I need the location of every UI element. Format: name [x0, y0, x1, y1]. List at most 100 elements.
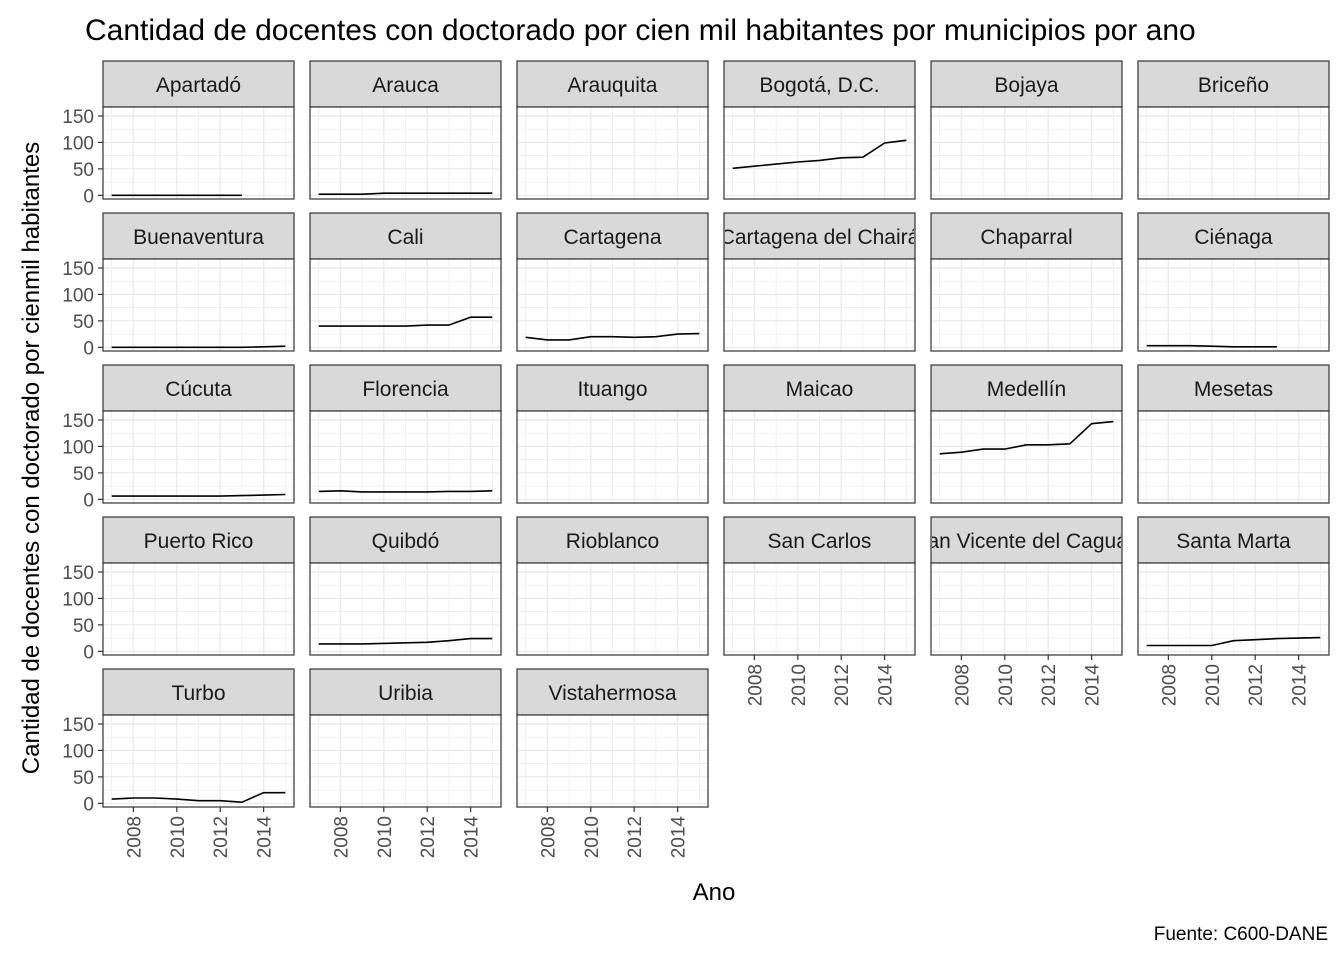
- facet-panel: Chaparral: [930, 212, 1123, 352]
- x-tick-label: 2010: [1203, 664, 1224, 706]
- source-caption: Fuente: C600-DANE: [1154, 924, 1328, 945]
- facet-panel: Cartagena: [516, 212, 709, 352]
- panel-grid: [724, 259, 915, 351]
- x-tick-label: 2012: [418, 816, 439, 858]
- x-tick-label: 2008: [331, 816, 352, 858]
- facet-strip-label: Cúcuta: [165, 378, 232, 401]
- facet-strip: [1137, 364, 1330, 412]
- facet-strip-label: Rioblanco: [566, 530, 659, 553]
- panel-border: [102, 562, 295, 656]
- panel-border: [309, 258, 502, 352]
- facet-panel: San Vicente del Caguán 2008 2010 2012 2014: [913, 516, 1139, 706]
- facet-strip: [309, 668, 502, 716]
- panel-grid: [724, 563, 915, 655]
- panel-border: [1137, 410, 1330, 504]
- y-tick-label: 50: [73, 312, 94, 333]
- panel-border: [930, 562, 1123, 656]
- panel-grid: [310, 107, 501, 199]
- facet-strip-label: Briceño: [1198, 74, 1269, 97]
- facet-strip: [516, 212, 709, 260]
- panel-grid: [724, 107, 915, 199]
- x-tick-label: 2012: [1039, 664, 1060, 706]
- x-tick-label: 2014: [1290, 664, 1311, 707]
- y-tick-label: 100: [62, 741, 94, 762]
- facet-strip-label: Cartagena: [563, 226, 661, 249]
- panel-border: [102, 258, 295, 352]
- panel-grid: [517, 259, 708, 351]
- y-tick-label: 0: [83, 794, 94, 815]
- facet-strip: [309, 212, 502, 260]
- facet-panel: Florencia: [309, 364, 502, 504]
- panel-grid: [517, 411, 708, 503]
- facet-strip-label: San Vicente del Caguán: [913, 530, 1139, 553]
- facet-panel: Puerto Rico 0 50 100 150: [62, 516, 295, 663]
- facet-strip-label: Vistahermosa: [548, 682, 676, 705]
- series-line: [111, 493, 286, 497]
- facet-strip: [1137, 212, 1330, 260]
- x-tick-label: 2008: [538, 816, 559, 858]
- facet-strip: [102, 364, 295, 412]
- panel-grid: [310, 563, 501, 655]
- facet-strip-label: Bojaya: [994, 74, 1059, 97]
- facet-strip: [930, 516, 1123, 564]
- facet-strip-label: Arauca: [372, 74, 439, 97]
- y-axis-label: Cantidad de docentes con doctorado por c…: [18, 142, 45, 774]
- x-tick-label: 2012: [211, 816, 232, 858]
- facet-strip-label: Santa Marta: [1176, 530, 1291, 553]
- y-tick-label: 0: [83, 338, 94, 359]
- y-tick-label: 150: [62, 411, 94, 432]
- panel-border: [1137, 258, 1330, 352]
- panel-grid: [103, 563, 294, 655]
- panel-grid: [1138, 259, 1329, 351]
- x-tick-label: 2012: [832, 664, 853, 706]
- facet-strip: [309, 516, 502, 564]
- series-line: [111, 345, 286, 349]
- facet-panel: Santa Marta 2008 2010 2012 2014: [1137, 516, 1330, 707]
- facet-strip: [930, 212, 1123, 260]
- y-tick-label: 150: [62, 107, 94, 128]
- panel-grid: [931, 411, 1122, 503]
- y-tick-label: 100: [62, 589, 94, 610]
- facet-panel: Apartadó 0 50 100 150: [62, 60, 295, 207]
- panel-border: [516, 562, 709, 656]
- facet-strip-label: Bogotá, D.C.: [759, 74, 879, 97]
- facet-strip: [516, 516, 709, 564]
- y-tick-label: 50: [73, 464, 94, 485]
- facet-strip: [309, 364, 502, 412]
- facet-strip-label: Arauquita: [568, 74, 658, 97]
- facet-strip-label: Florencia: [362, 378, 449, 401]
- x-tick-label: 2012: [1246, 664, 1267, 706]
- y-tick-label: 150: [62, 259, 94, 280]
- panel-border: [516, 410, 709, 504]
- panel-grid: [1138, 563, 1329, 655]
- facet-strip-label: Chaparral: [980, 226, 1072, 249]
- y-tick-label: 100: [62, 437, 94, 458]
- panel-grid: [517, 107, 708, 199]
- facet-panels: Apartadó 0 50 100 150 Arauca Arauquita Bogotá, …: [62, 60, 1330, 858]
- panel-grid: [724, 411, 915, 503]
- panel-grid: [310, 715, 501, 807]
- series-line: [111, 791, 286, 804]
- facet-strip-label: Turbo: [171, 682, 225, 705]
- facet-strip: [723, 212, 916, 260]
- panel-grid: [103, 411, 294, 503]
- x-tick-label: 2008: [952, 664, 973, 706]
- facet-strip: [516, 60, 709, 108]
- facet-strip-label: Cartagena del Chairá: [720, 226, 920, 249]
- y-tick-label: 100: [62, 133, 94, 154]
- panel-border: [930, 258, 1123, 352]
- panel-border: [1137, 106, 1330, 200]
- x-tick-label: 2012: [625, 816, 646, 858]
- panel-border: [1137, 562, 1330, 656]
- facet-panel: Buenaventura 0 50 100 150: [62, 212, 295, 359]
- facet-panel: Cúcuta 0 50 100 150: [62, 364, 295, 511]
- panel-grid: [103, 715, 294, 807]
- panel-border: [930, 410, 1123, 504]
- y-tick-label: 150: [62, 715, 94, 736]
- series-line: [1146, 344, 1277, 348]
- panel-border: [723, 410, 916, 504]
- x-tick-label: 2008: [124, 816, 145, 858]
- panel-border: [102, 106, 295, 200]
- facet-strip-label: Mesetas: [1194, 378, 1273, 401]
- facet-strip-label: Apartadó: [156, 74, 241, 97]
